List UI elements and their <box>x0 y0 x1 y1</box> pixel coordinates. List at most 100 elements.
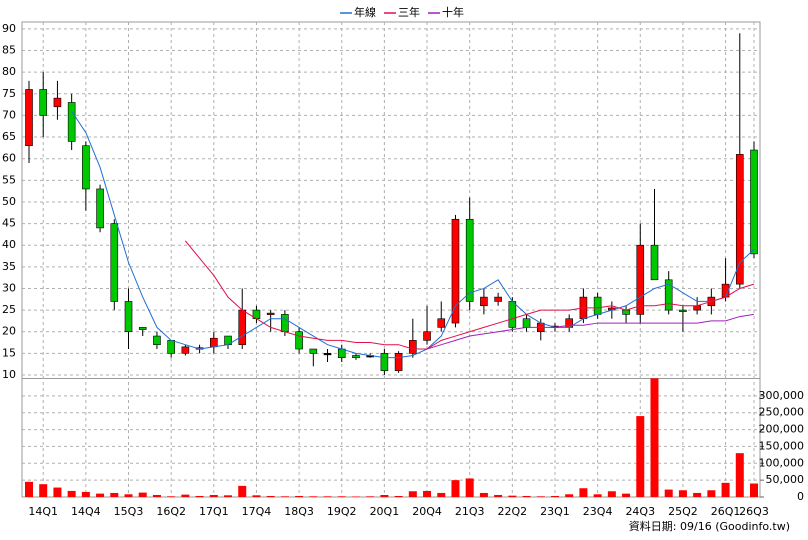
volume-bar <box>110 492 119 497</box>
volume-bar <box>579 488 588 497</box>
volume-bar <box>181 494 190 497</box>
volume-bar <box>96 493 105 497</box>
y-tick-label: 40 <box>2 238 16 251</box>
candle-body <box>39 89 48 116</box>
y-tick-label: 30 <box>2 281 16 294</box>
candle-body <box>210 337 218 348</box>
volume-bar <box>25 481 33 497</box>
y-tick-label: 60 <box>2 152 16 165</box>
candle-body <box>153 335 161 345</box>
x-tick-label: 17Q4 <box>242 505 272 518</box>
volume-bar <box>465 478 474 497</box>
y-tick-label: 75 <box>2 87 16 100</box>
legend-label: 年線 <box>354 5 376 19</box>
volume-bar <box>693 492 702 497</box>
x-tick-label: 15Q3 <box>114 505 144 518</box>
volume-bar <box>423 490 432 497</box>
volume-bar <box>280 496 289 497</box>
volume-bar <box>536 496 545 497</box>
y-tick-label: 50 <box>2 195 16 208</box>
y2-tick-label: 150,000 <box>759 439 805 452</box>
candle-body <box>110 223 119 302</box>
volume-bar <box>479 492 488 497</box>
x-tick-label: 20Q1 <box>370 505 400 518</box>
x-tick-label: 21Q3 <box>455 505 485 518</box>
volume-bar <box>607 491 616 497</box>
candle-body <box>593 296 602 315</box>
y-tick-label: 25 <box>2 303 16 316</box>
volume-bar <box>167 496 176 497</box>
y-tick-label: 35 <box>2 260 16 273</box>
candle-body <box>423 331 431 341</box>
y-tick-label: 15 <box>2 346 16 359</box>
candle-body <box>266 312 275 315</box>
source-note: 資料日期: 09/16 (Goodinfo.tw) <box>629 519 790 533</box>
volume-bar <box>437 492 446 497</box>
candle-body <box>25 89 33 147</box>
volume-bar <box>550 495 559 497</box>
x-tick-label: 19Q2 <box>327 505 357 518</box>
y-tick-label: 65 <box>2 130 16 143</box>
volume-bar <box>650 378 659 497</box>
candle-body <box>295 331 303 350</box>
ma-line <box>426 313 755 350</box>
x-tick-label: 14Q1 <box>28 505 58 518</box>
candle-body <box>664 279 673 311</box>
volume-bar <box>451 480 460 497</box>
volume-bar <box>309 496 318 497</box>
legend-label: 三年 <box>398 5 420 19</box>
y-tick-label: 10 <box>2 368 16 381</box>
candle-body <box>750 149 758 255</box>
candle-body <box>522 318 531 328</box>
volume-bar <box>394 495 403 497</box>
x-tick-label: 25Q2 <box>668 505 698 518</box>
candle-body <box>67 102 76 142</box>
volume-bar <box>53 487 62 497</box>
volume-bar <box>622 493 631 497</box>
ma-line <box>184 240 755 350</box>
candle-body <box>636 244 645 315</box>
candle-body <box>53 97 62 108</box>
volume-bar <box>750 483 758 497</box>
volume-bar <box>224 495 233 497</box>
volume-bar <box>67 490 76 497</box>
volume-bar <box>323 496 332 497</box>
volume-bar <box>636 416 645 497</box>
candle-body <box>679 309 687 312</box>
candle-body <box>238 309 247 345</box>
volume-bar <box>494 494 503 497</box>
candle-body <box>735 154 744 285</box>
y-tick-label: 20 <box>2 325 16 338</box>
y2-tick-label: 50,000 <box>766 473 805 486</box>
volume-bar <box>707 490 716 497</box>
x-tick-label: 14Q4 <box>71 505 101 518</box>
volume-bar <box>664 489 673 497</box>
y2-tick-label: 200,000 <box>759 423 805 436</box>
candle-body <box>394 353 403 371</box>
y-tick-label: 45 <box>2 217 16 230</box>
candle-body <box>281 314 289 333</box>
volume-bar <box>508 495 517 497</box>
x-tick-label: 16Q2 <box>156 505 186 518</box>
volume-bar <box>565 494 574 497</box>
volume-bar <box>337 496 346 497</box>
y-tick-label: 85 <box>2 44 16 57</box>
candle-body <box>96 188 104 229</box>
y-tick-label: 90 <box>2 22 16 35</box>
candle-body <box>451 218 460 324</box>
ma-line <box>71 110 755 359</box>
y-tick-label: 70 <box>2 108 16 121</box>
y2-tick-label: 250,000 <box>759 406 805 419</box>
candle-body <box>622 309 630 315</box>
volume-bar <box>380 494 389 497</box>
volume-bar <box>195 495 204 497</box>
volume-bar <box>351 496 360 497</box>
x-tick-label: 23Q4 <box>583 505 613 518</box>
x-tick-label: 17Q1 <box>199 505 229 518</box>
y2-tick-label: 0 <box>797 490 804 503</box>
x-tick-label: 22Q2 <box>498 505 528 518</box>
candle-body <box>650 244 659 281</box>
volume-bar <box>252 495 261 497</box>
